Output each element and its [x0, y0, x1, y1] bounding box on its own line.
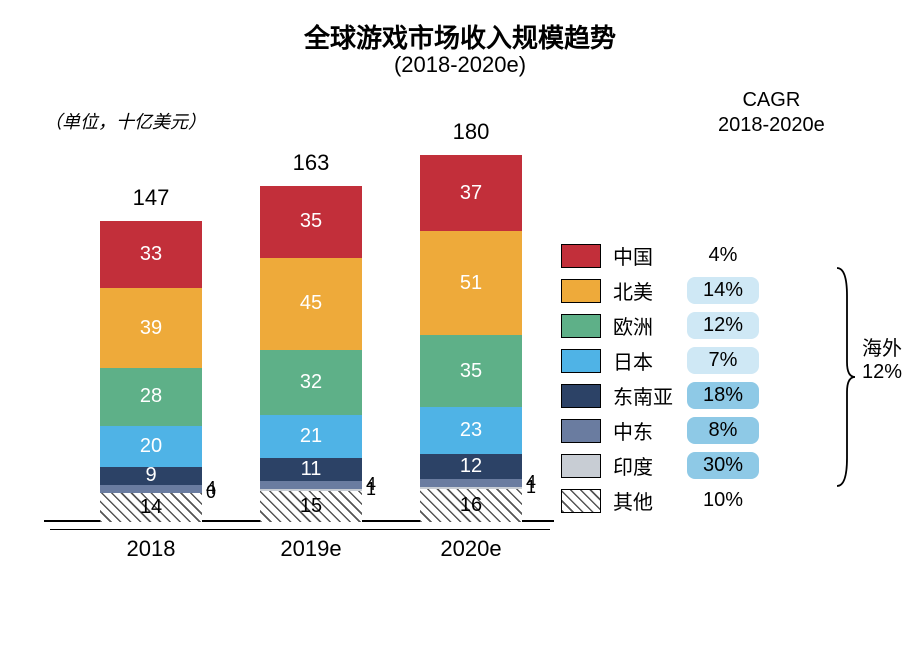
bar-segment-sea: 11 [260, 458, 362, 481]
bar-segment-japan: 23 [420, 407, 522, 454]
bar-segment-sea: 9 [100, 467, 202, 485]
legend-cagr: 12% [687, 312, 759, 339]
legend-swatch [561, 419, 601, 443]
cagr-title: CAGR2018-2020e [718, 88, 825, 138]
legend-name: 中国 [613, 241, 687, 270]
legend-name: 中东 [613, 416, 687, 445]
legend-cagr: 4% [687, 242, 759, 269]
bar-segment-na: 39 [100, 288, 202, 368]
unit-label: （单位，十亿美元） [44, 108, 206, 134]
bar-segment-sea: 12 [420, 454, 522, 479]
bar-segment-other: 16 [420, 489, 522, 522]
overseas-label: 海外 12% [862, 338, 902, 384]
legend-name: 印度 [613, 451, 687, 480]
legend-swatch [561, 489, 601, 513]
legend-cagr: 30% [687, 452, 759, 479]
chart-area: 201833392820914147042019e354532211115163… [62, 152, 542, 562]
legend-row-me: 中东8% [561, 413, 861, 448]
overseas-value: 12% [862, 361, 902, 383]
legend-name: 其他 [613, 486, 687, 515]
bar-segment-na: 51 [420, 231, 522, 336]
legend-swatch [561, 349, 601, 373]
legend-cagr: 8% [687, 417, 759, 444]
bar-column: 375135231216180 [420, 155, 522, 522]
x-axis-label: 2018 [86, 536, 216, 562]
legend-swatch [561, 244, 601, 268]
legend-swatch [561, 454, 601, 478]
chart-title: 全球游戏市场收入规模趋势 [0, 18, 920, 55]
brace-icon [835, 266, 857, 488]
legend-name: 北美 [613, 276, 687, 305]
bar-total-label: 147 [100, 185, 202, 211]
bar-segment-china: 33 [100, 221, 202, 289]
legend-swatch [561, 314, 601, 338]
bar-column: 354532211115163 [260, 186, 362, 522]
bar-segment-europe: 28 [100, 368, 202, 425]
bar-segment-japan: 21 [260, 415, 362, 458]
bar-segment-me [260, 481, 362, 489]
bar-segment-china: 37 [420, 155, 522, 231]
bar-segment-europe: 32 [260, 350, 362, 416]
value-callout: 4 [366, 474, 376, 495]
legend-name: 日本 [613, 346, 687, 375]
legend: 中国4%北美14%欧洲12%日本7%东南亚18%中东8%印度30%其他10% [561, 238, 861, 518]
legend-name: 东南亚 [613, 381, 687, 410]
bar-segment-other: 14 [100, 493, 202, 522]
legend-cagr: 7% [687, 347, 759, 374]
legend-row-japan: 日本7% [561, 343, 861, 378]
legend-cagr: 10% [687, 487, 759, 514]
legend-swatch [561, 279, 601, 303]
legend-cagr: 14% [687, 277, 759, 304]
bar-column: 33392820914147 [100, 221, 202, 522]
bar-segment-europe: 35 [420, 335, 522, 407]
value-callout: 4 [526, 472, 536, 493]
legend-row-na: 北美14% [561, 273, 861, 308]
x-axis-line-2 [50, 529, 550, 530]
bar-segment-japan: 20 [100, 426, 202, 467]
legend-row-china: 中国4% [561, 238, 861, 273]
legend-cagr: 18% [687, 382, 759, 409]
legend-swatch [561, 384, 601, 408]
bar-segment-other: 15 [260, 491, 362, 522]
legend-row-sea: 东南亚18% [561, 378, 861, 413]
legend-row-europe: 欧洲12% [561, 308, 861, 343]
x-axis-label: 2019e [246, 536, 376, 562]
bar-segment-me [420, 479, 522, 487]
overseas-text: 海外 [862, 338, 902, 360]
value-callout: 4 [206, 478, 216, 499]
bar-total-label: 163 [260, 150, 362, 176]
legend-row-india: 印度30% [561, 448, 861, 483]
chart-subtitle: (2018-2020e) [0, 52, 920, 78]
bar-total-label: 180 [420, 119, 522, 145]
legend-row-other: 其他10% [561, 483, 861, 518]
bar-segment-china: 35 [260, 186, 362, 258]
legend-name: 欧洲 [613, 311, 687, 340]
bar-segment-na: 45 [260, 258, 362, 350]
x-axis-label: 2020e [406, 536, 536, 562]
